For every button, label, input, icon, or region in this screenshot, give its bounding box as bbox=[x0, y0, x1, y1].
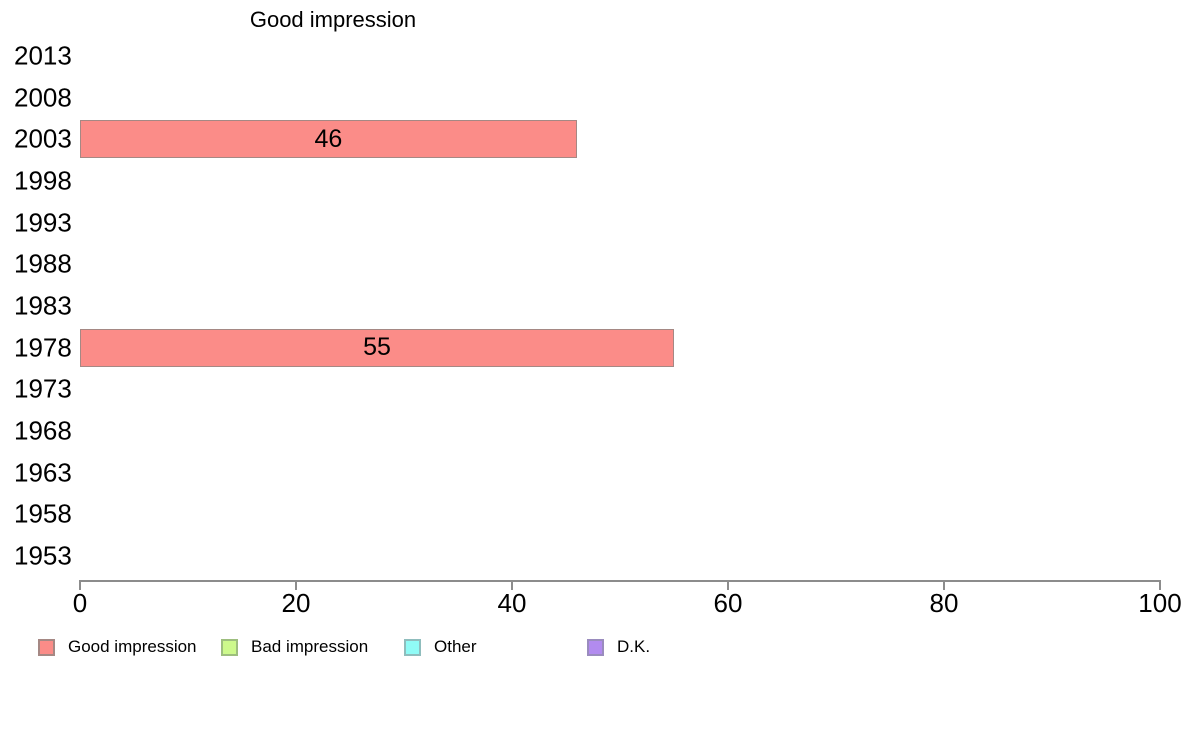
x-tick-mark bbox=[295, 580, 297, 590]
bar: 55 bbox=[80, 328, 674, 367]
y-axis-label: 1953 bbox=[14, 540, 72, 571]
y-axis-label: 1998 bbox=[14, 165, 72, 196]
legend-item: D.K. bbox=[587, 637, 650, 657]
bar-value-label: 46 bbox=[314, 124, 343, 153]
y-axis-label: 1988 bbox=[14, 248, 72, 279]
x-tick-mark bbox=[511, 580, 513, 590]
legend-swatch bbox=[587, 638, 604, 656]
legend-item: Other bbox=[404, 637, 477, 657]
x-tick-label: 0 bbox=[72, 588, 88, 618]
x-tick-label: 20 bbox=[281, 588, 311, 618]
x-tick-label: 80 bbox=[929, 588, 959, 618]
x-tick-mark bbox=[727, 580, 729, 590]
y-axis-label: 1968 bbox=[14, 415, 72, 446]
x-axis-line bbox=[80, 580, 1160, 582]
y-axis-label: 1978 bbox=[14, 332, 72, 363]
x-tick-label: 60 bbox=[713, 588, 743, 618]
y-axis-label: 1958 bbox=[14, 498, 72, 529]
y-axis-label: 2008 bbox=[14, 82, 72, 113]
legend-swatch bbox=[221, 638, 238, 656]
legend-item: Good impression bbox=[38, 637, 197, 657]
y-axis-label: 1963 bbox=[14, 457, 72, 488]
y-axis-label: 1993 bbox=[14, 207, 72, 238]
y-axis-label: 2013 bbox=[14, 40, 72, 71]
legend-item: Bad impression bbox=[221, 637, 368, 657]
y-axis-label: 2003 bbox=[14, 123, 72, 154]
legend-label: Bad impression bbox=[251, 637, 369, 656]
bar-value-label: 55 bbox=[363, 333, 391, 362]
y-axis-label: 1973 bbox=[14, 373, 72, 404]
x-tick-mark bbox=[79, 580, 81, 590]
legend-swatch bbox=[38, 638, 55, 656]
legend-label: Other bbox=[434, 637, 477, 656]
legend-label: D.K. bbox=[617, 637, 651, 656]
legend-swatch bbox=[404, 638, 421, 656]
legend-label: Good impression bbox=[68, 637, 197, 656]
x-tick-mark bbox=[943, 580, 945, 590]
chart-title: Good impression bbox=[249, 7, 417, 32]
y-axis-label: 1983 bbox=[14, 290, 72, 321]
x-tick-mark bbox=[1159, 580, 1161, 590]
x-tick-label: 40 bbox=[497, 588, 527, 618]
x-tick-label: 100 bbox=[1138, 588, 1182, 618]
bar: 46 bbox=[80, 120, 577, 159]
